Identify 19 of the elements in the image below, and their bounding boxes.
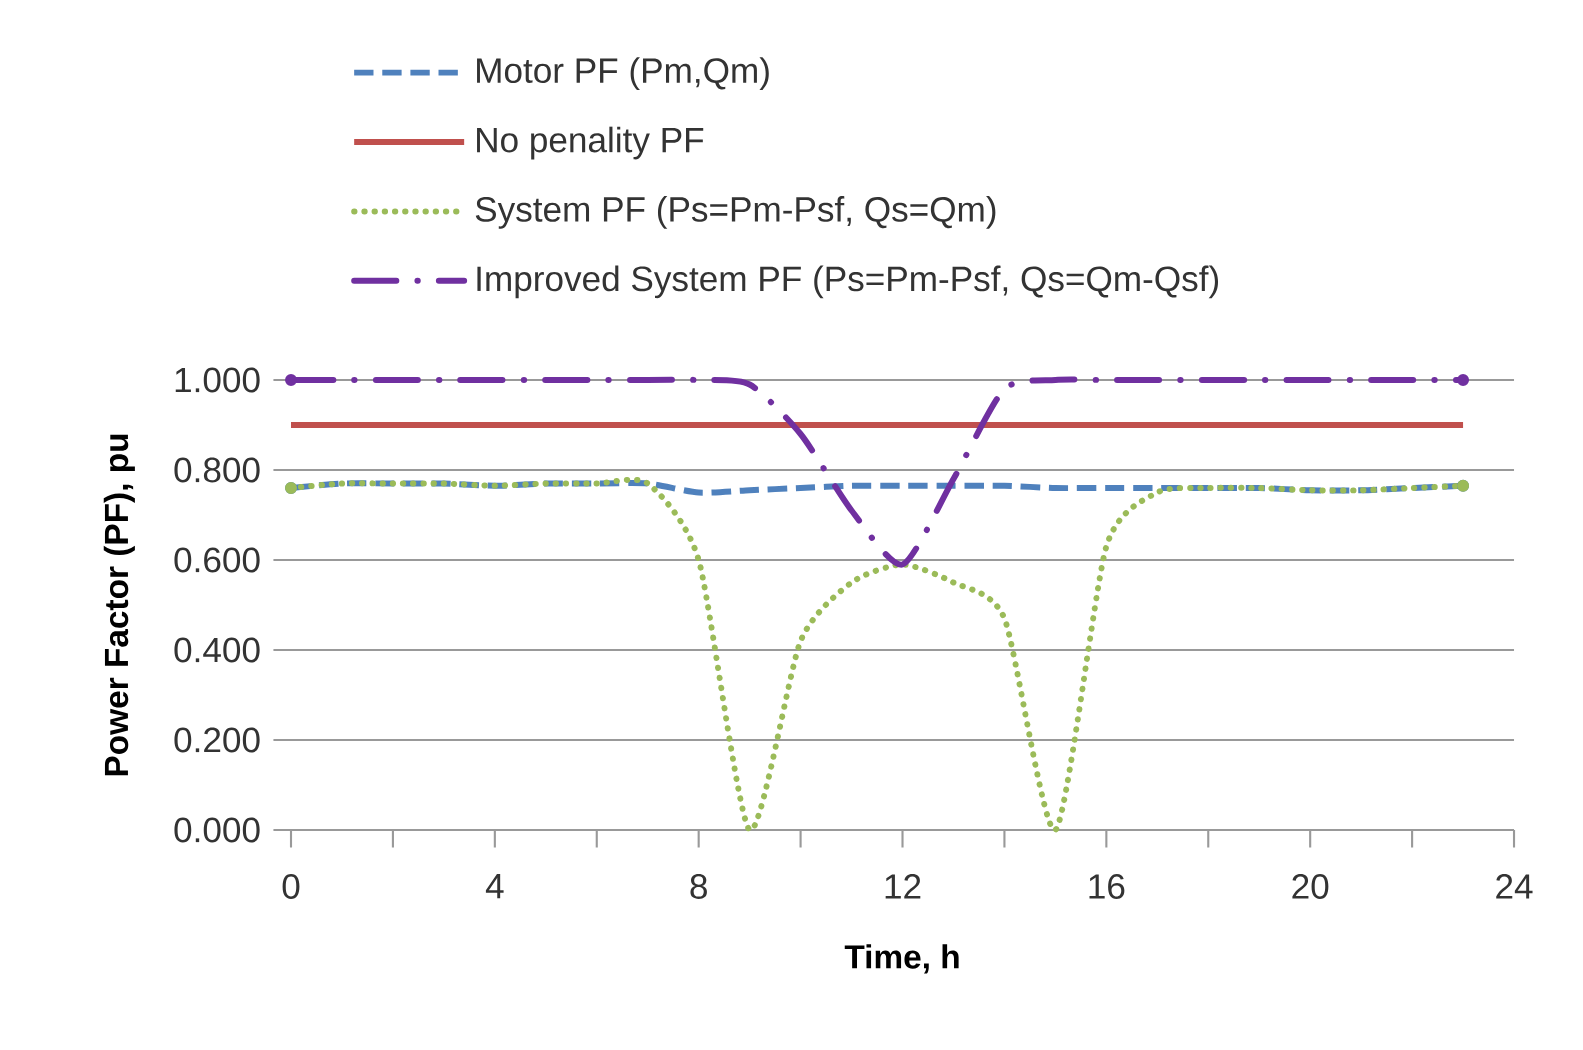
x-tick-label: 8 [690, 874, 707, 899]
y-tick-label: 1.000 [175, 367, 260, 393]
legend-label: Improved System PF (Ps=Pm-Psf, Qs=Qm-Qsf) [477, 265, 1219, 299]
y-axis-title: Power Factor (PF), pu [103, 434, 135, 776]
legend-label: Motor PF (Pm,Qm) [477, 57, 769, 91]
x-axis-title: Time, h [844, 944, 959, 974]
y-tick-label: 0.200 [174, 727, 260, 753]
y-tick-label: 0.600 [174, 547, 260, 573]
x-tick-label: 4 [485, 874, 504, 899]
y-tick-label: 0.000 [174, 817, 260, 843]
legend-label: No penality PF [477, 126, 704, 160]
x-tick-label: 16 [1089, 874, 1125, 899]
x-tick-label: 24 [1496, 874, 1533, 899]
legend-label: System PF (Ps=Pm-Psf, Qs=Qm) [475, 196, 996, 229]
x-tick-label: 12 [885, 874, 921, 899]
y-tick-label: 0.800 [174, 457, 260, 483]
y-tick-label: 0.400 [174, 637, 260, 663]
x-tick-label: 20 [1292, 874, 1329, 899]
x-tick-label: 0 [282, 874, 300, 899]
